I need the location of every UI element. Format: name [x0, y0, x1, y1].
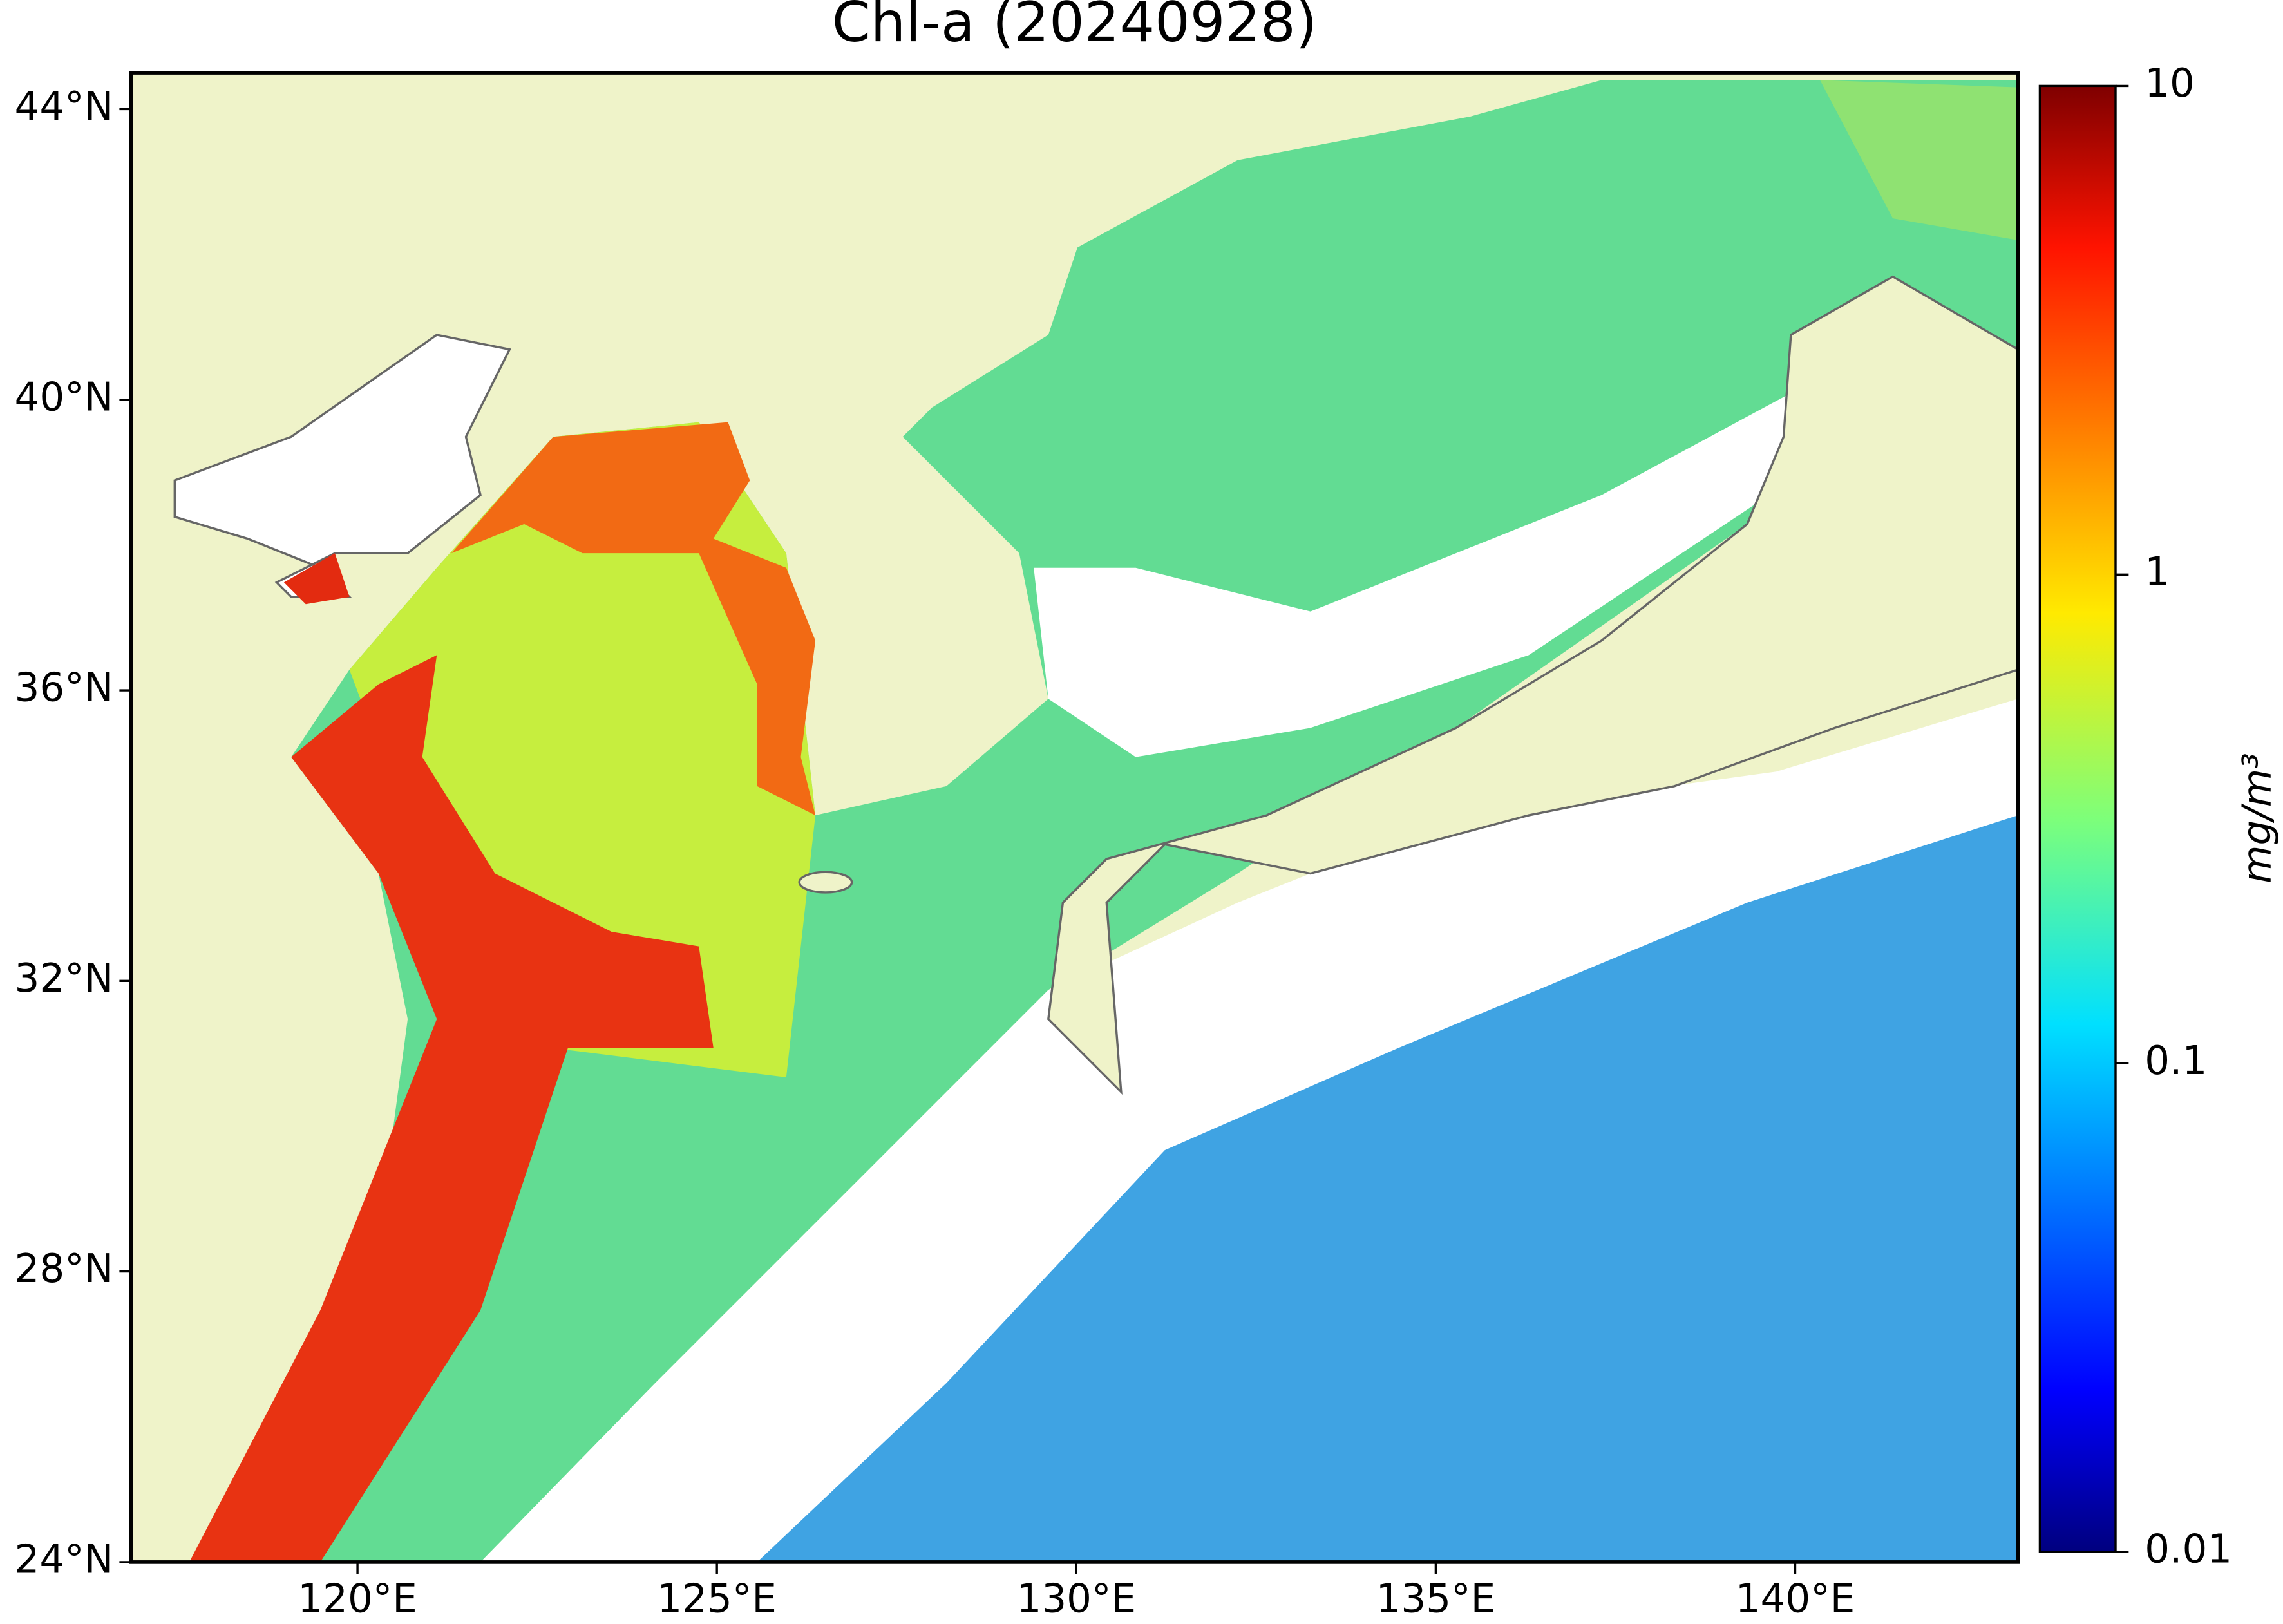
- colorbar-label: mg/m³: [2234, 753, 2280, 883]
- x-tick-label: 130°E: [1017, 1576, 1137, 1622]
- map-area: [131, 73, 2018, 1562]
- sea-blue: [699, 815, 2018, 1562]
- sea-green: [1820, 80, 2018, 241]
- x-tick-label: 140°E: [1736, 1576, 1855, 1622]
- cloud: [480, 699, 2018, 1562]
- colorbar-tick-label: 0.01: [2145, 1527, 2232, 1572]
- x-tick-label: 125°E: [657, 1576, 777, 1622]
- y-tick-label: 40°N: [15, 374, 114, 420]
- map-title: Chl-a (20240928): [832, 0, 1318, 55]
- y-tick-label: 28°N: [15, 1246, 114, 1292]
- x-tick-label: 135°E: [1376, 1576, 1496, 1622]
- x-tick-label: 120°E: [298, 1576, 417, 1622]
- cloud: [1034, 393, 1791, 757]
- coastal-band: [283, 553, 350, 605]
- y-tick-label: 32°N: [15, 956, 114, 1001]
- island: [798, 871, 853, 894]
- map-frame: [129, 71, 2020, 1564]
- bohai-cloud: [173, 334, 511, 598]
- y-tick-label: 24°N: [15, 1536, 114, 1582]
- colorbar-tick-label: 0.1: [2145, 1038, 2207, 1084]
- y-tick-label: 36°N: [15, 665, 114, 711]
- colorbar-tick-label: 10: [2145, 61, 2195, 106]
- coastal-band: [189, 655, 714, 1562]
- coastal-band: [451, 422, 816, 816]
- colorbar: [2038, 84, 2117, 1553]
- japan: [1047, 275, 2018, 1095]
- y-tick-label: 44°N: [15, 84, 114, 129]
- colorbar-tick-label: 1: [2145, 549, 2170, 595]
